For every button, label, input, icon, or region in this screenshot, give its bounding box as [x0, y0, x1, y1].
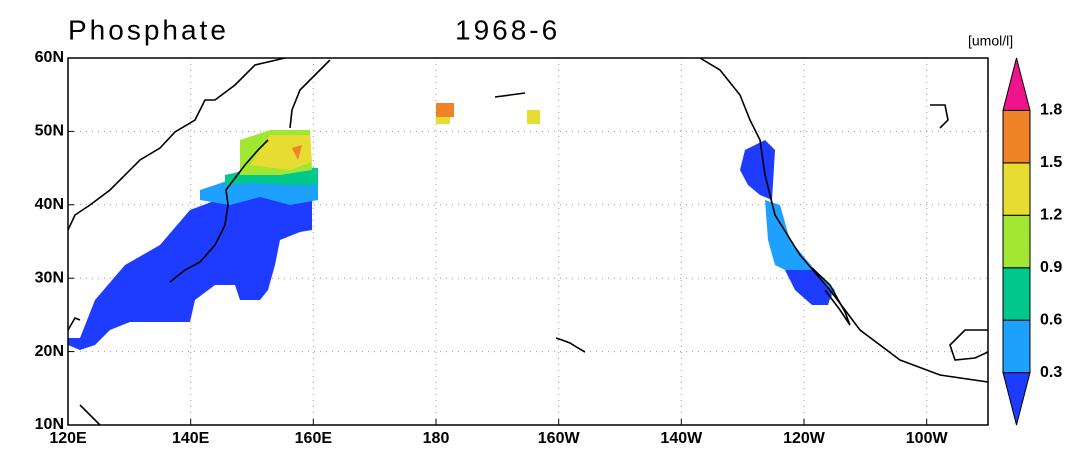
colorbar-segment [1002, 372, 1031, 426]
colorbar-label: 0.9 [1040, 259, 1062, 276]
colorbar-segment [1002, 57, 1031, 111]
coastline [169, 139, 269, 283]
x-tick-label: 160W [538, 430, 581, 447]
colorbar-segment [1002, 162, 1031, 216]
colorbar-label: 0.3 [1040, 364, 1062, 381]
x-tick-label: 180 [423, 430, 450, 447]
field-patch [436, 117, 450, 124]
x-tick-label: 160E [295, 430, 333, 447]
field-patch [740, 140, 775, 200]
date: 1968-6 [455, 14, 560, 45]
title: Phosphate [68, 14, 229, 45]
colorbar-label: 1.5 [1040, 154, 1062, 171]
field-patch [785, 270, 832, 305]
colorbar-segment [1002, 109, 1031, 164]
coastline [699, 57, 989, 383]
coastline [79, 404, 101, 426]
colorbar-label: 1.2 [1040, 207, 1062, 224]
map-frame [67, 57, 989, 426]
y-tick-label: 40N [35, 196, 64, 213]
colorbar-segment [1002, 319, 1031, 374]
colorbar: 0.3 0.6 0.9 1.2 1.5 1.8 [1002, 57, 1062, 426]
y-tick-label: 10N [35, 416, 64, 433]
colorbar-segment [1002, 214, 1031, 269]
field-patch [250, 135, 312, 170]
y-tick-label: 30N [35, 269, 64, 286]
field-patch [292, 145, 302, 160]
field-patch [68, 195, 312, 350]
field-patch [436, 103, 454, 117]
coastline [555, 337, 586, 353]
y-tick-label: 60N [35, 49, 64, 66]
coastline [949, 329, 989, 361]
coastline [67, 317, 81, 331]
x-tick-label: 120E [49, 430, 87, 447]
coastline [494, 92, 526, 98]
coastline [930, 104, 949, 129]
coastline [67, 57, 286, 231]
colorbar-label: 1.8 [1040, 102, 1062, 119]
field [68, 103, 835, 350]
colorbar-segment [1002, 267, 1031, 321]
y-tick-label: 50N [35, 123, 64, 140]
coastline [811, 267, 851, 326]
units: [umol/l] [968, 33, 1013, 49]
x-tick-label: 100W [906, 430, 949, 447]
axes: 120E 140E 160E 180 160W 140W 120W 100W 10N 20N 30N… [35, 49, 949, 447]
coastline [289, 59, 331, 129]
coastlines [67, 57, 989, 426]
colorbar-label: 0.6 [1040, 311, 1062, 328]
x-tick-label: 140E [172, 430, 210, 447]
y-tick-label: 20N [35, 343, 64, 360]
x-tick-label: 120W [783, 430, 826, 447]
x-tick-label: 140W [660, 430, 703, 447]
field-patch [527, 110, 540, 124]
